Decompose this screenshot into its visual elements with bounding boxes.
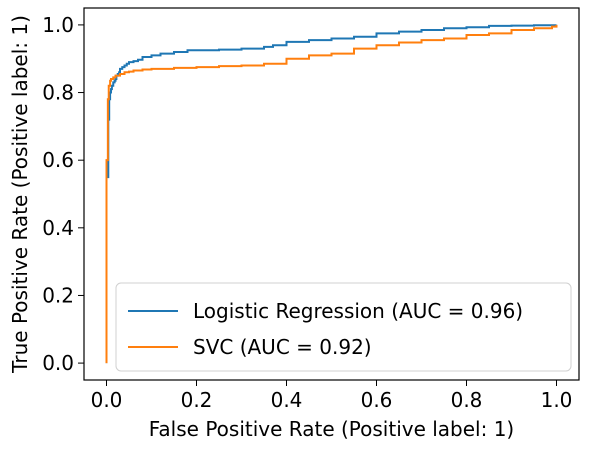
- y-tick-label: 0.8: [42, 81, 74, 105]
- legend-entry-label: Logistic Regression (AUC = 0.96): [193, 299, 523, 323]
- x-tick-label: 1.0: [541, 388, 573, 412]
- x-tick-label: 0.8: [451, 388, 483, 412]
- x-axis-ticks: 0.0 0.2 0.4 0.6 0.8 1.0: [91, 380, 573, 412]
- y-axis-label: True Positive Rate (Positive label: 1): [8, 15, 32, 374]
- x-tick-label: 0.6: [361, 388, 393, 412]
- y-tick-label: 0.2: [42, 283, 74, 307]
- legend-box: [115, 282, 572, 372]
- x-tick-label: 0.4: [271, 388, 303, 412]
- y-tick-label: 1.0: [42, 13, 74, 37]
- x-tick-label: 0.2: [181, 388, 213, 412]
- series-line-svc: [105, 24, 558, 364]
- series-line-logistic-regression: [105, 24, 558, 364]
- y-axis-ticks: 0.0 0.2 0.4 0.6 0.8 1.0: [42, 13, 84, 375]
- x-tick-label: 0.0: [91, 388, 123, 412]
- legend-entry-label: SVC (AUC = 0.92): [193, 335, 372, 359]
- series-lines: [105, 24, 558, 364]
- plot-area: [83, 7, 580, 381]
- x-axis-label: False Positive Rate (Positive label: 1): [149, 417, 515, 441]
- y-tick-label: 0.4: [42, 216, 74, 240]
- axes-frame: [83, 7, 580, 381]
- legend: Logistic Regression (AUC = 0.96) SVC (AUC…: [115, 282, 572, 372]
- y-tick-label: 0.6: [42, 148, 74, 172]
- y-tick-label: 0.0: [42, 351, 74, 375]
